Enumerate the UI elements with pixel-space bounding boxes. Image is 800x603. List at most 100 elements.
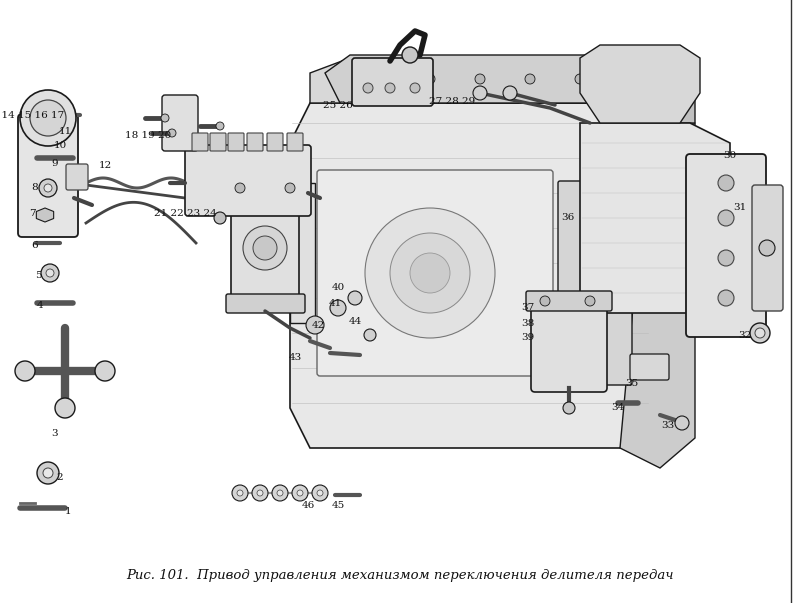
Circle shape (253, 236, 277, 260)
Circle shape (589, 347, 601, 359)
Circle shape (563, 402, 575, 414)
Polygon shape (290, 103, 650, 448)
Text: 25 26: 25 26 (323, 101, 353, 110)
Circle shape (46, 269, 54, 277)
Circle shape (363, 83, 373, 93)
Circle shape (473, 86, 487, 100)
Polygon shape (610, 58, 695, 123)
Circle shape (20, 90, 76, 146)
Text: 37: 37 (522, 303, 534, 312)
Circle shape (715, 278, 725, 288)
FancyBboxPatch shape (185, 145, 311, 216)
Circle shape (44, 184, 52, 192)
Circle shape (277, 490, 283, 496)
Circle shape (272, 485, 288, 501)
Circle shape (475, 74, 485, 84)
Text: 36: 36 (562, 213, 574, 223)
Polygon shape (325, 55, 625, 103)
Circle shape (216, 122, 224, 130)
Circle shape (168, 129, 176, 137)
Text: 8: 8 (32, 183, 38, 192)
Text: 10: 10 (54, 140, 66, 150)
Circle shape (750, 323, 770, 343)
Circle shape (410, 253, 450, 293)
Circle shape (317, 490, 323, 496)
Circle shape (43, 468, 53, 478)
Circle shape (375, 74, 385, 84)
FancyBboxPatch shape (269, 202, 296, 224)
Circle shape (402, 47, 418, 63)
Circle shape (364, 329, 376, 341)
Circle shape (243, 226, 287, 270)
Circle shape (365, 208, 495, 338)
Polygon shape (580, 123, 730, 313)
Polygon shape (620, 123, 695, 468)
Circle shape (718, 290, 734, 306)
Text: 27 28 29: 27 28 29 (429, 96, 475, 106)
Circle shape (589, 307, 601, 319)
Circle shape (330, 300, 346, 316)
Circle shape (503, 86, 517, 100)
Text: 4: 4 (37, 300, 43, 309)
Text: 9: 9 (52, 159, 58, 168)
Circle shape (285, 183, 295, 193)
FancyBboxPatch shape (752, 185, 783, 311)
Circle shape (540, 296, 550, 306)
FancyBboxPatch shape (247, 133, 263, 151)
Text: 35: 35 (626, 379, 638, 388)
FancyBboxPatch shape (558, 181, 632, 385)
Text: 21 22 23 24: 21 22 23 24 (154, 209, 216, 218)
Circle shape (292, 485, 308, 501)
Circle shape (525, 74, 535, 84)
Text: 33: 33 (662, 420, 674, 429)
Circle shape (589, 267, 601, 279)
Circle shape (257, 490, 263, 496)
Circle shape (41, 264, 59, 282)
FancyBboxPatch shape (228, 133, 244, 151)
FancyBboxPatch shape (630, 354, 669, 380)
FancyBboxPatch shape (269, 282, 296, 304)
Text: 45: 45 (331, 500, 345, 510)
Circle shape (214, 212, 226, 224)
Text: 42: 42 (311, 321, 325, 329)
FancyBboxPatch shape (267, 133, 283, 151)
Text: 43: 43 (288, 353, 302, 362)
FancyBboxPatch shape (352, 58, 433, 106)
FancyBboxPatch shape (226, 294, 305, 313)
Circle shape (348, 291, 362, 305)
Polygon shape (36, 208, 54, 222)
Text: 18 19 20: 18 19 20 (125, 130, 171, 139)
Circle shape (30, 100, 66, 136)
Circle shape (37, 462, 59, 484)
Text: 32: 32 (738, 330, 752, 339)
Circle shape (55, 398, 75, 418)
Circle shape (385, 83, 395, 93)
Text: 5: 5 (34, 271, 42, 280)
Text: 3: 3 (52, 429, 58, 438)
Text: 6: 6 (32, 241, 38, 250)
Text: 13 14 15 16 17: 13 14 15 16 17 (0, 110, 65, 119)
Text: CDT: CDT (260, 223, 540, 344)
FancyBboxPatch shape (226, 175, 305, 197)
Circle shape (410, 83, 420, 93)
Circle shape (575, 74, 585, 84)
Text: 46: 46 (302, 500, 314, 510)
Circle shape (237, 490, 243, 496)
Circle shape (297, 490, 303, 496)
Text: 11: 11 (58, 127, 72, 136)
Circle shape (715, 238, 725, 248)
Circle shape (715, 198, 725, 208)
Text: 30: 30 (723, 151, 737, 160)
Circle shape (312, 485, 328, 501)
Circle shape (161, 114, 169, 122)
Text: 44: 44 (348, 317, 362, 326)
Polygon shape (310, 58, 650, 103)
Circle shape (39, 179, 57, 197)
FancyBboxPatch shape (162, 95, 198, 151)
Circle shape (235, 183, 245, 193)
Circle shape (718, 175, 734, 191)
Circle shape (252, 485, 268, 501)
Polygon shape (580, 45, 700, 123)
Text: 39: 39 (522, 333, 534, 343)
FancyBboxPatch shape (317, 170, 553, 376)
